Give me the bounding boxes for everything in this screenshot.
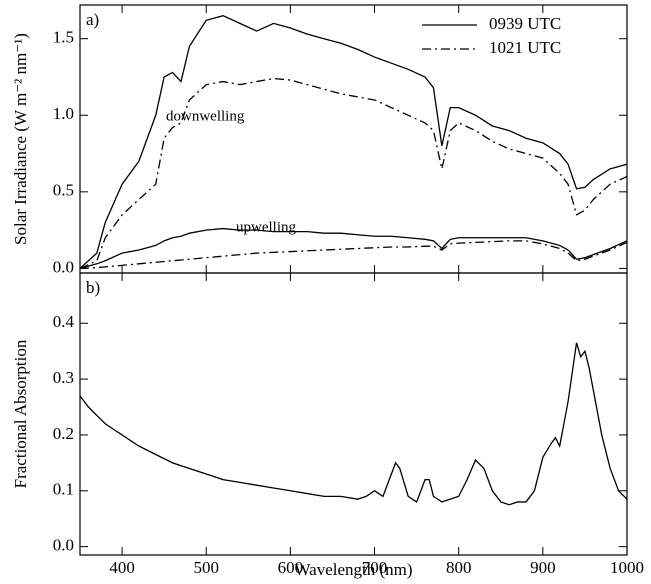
annotation: downwelling <box>166 108 245 124</box>
x-tick-label: 600 <box>278 558 304 577</box>
data-line <box>79 342 628 506</box>
x-tick-label: 800 <box>446 558 472 577</box>
downwelling-line <box>79 77 628 270</box>
legend-label: 1021 UTC <box>489 38 561 57</box>
plot-frame <box>79 272 628 556</box>
x-tick-label: 900 <box>530 558 556 577</box>
y-tick-label: 1.5 <box>53 28 74 47</box>
upwelling-line <box>79 240 628 270</box>
y-tick-label: 0.2 <box>53 424 74 443</box>
y-tick-label: 0.0 <box>53 257 74 276</box>
x-tick-label: 400 <box>109 558 135 577</box>
y-axis-label: Fractional Absorption <box>11 339 30 488</box>
legend-label: 0939 UTC <box>489 14 561 33</box>
x-tick-label: 700 <box>362 558 388 577</box>
panel-label: b) <box>86 278 100 297</box>
x-axis-label: Wavelength (nm) <box>294 560 412 579</box>
panel-label: a) <box>86 10 99 29</box>
y-tick-label: 0.3 <box>53 368 74 387</box>
y-tick-label: 0.0 <box>53 536 74 555</box>
y-tick-label: 0.5 <box>53 181 74 200</box>
x-tick-label: 1000 <box>610 558 644 577</box>
x-tick-label: 500 <box>193 558 219 577</box>
y-tick-label: 0.1 <box>53 480 74 499</box>
y-tick-label: 0.4 <box>53 312 75 331</box>
downwelling-line <box>79 15 628 269</box>
upwelling-line <box>79 227 628 270</box>
y-tick-label: 1.0 <box>53 104 74 123</box>
y-axis-label: Solar Irradiance (W m⁻² nm⁻¹) <box>11 33 30 245</box>
annotation: upwelling <box>236 219 296 235</box>
